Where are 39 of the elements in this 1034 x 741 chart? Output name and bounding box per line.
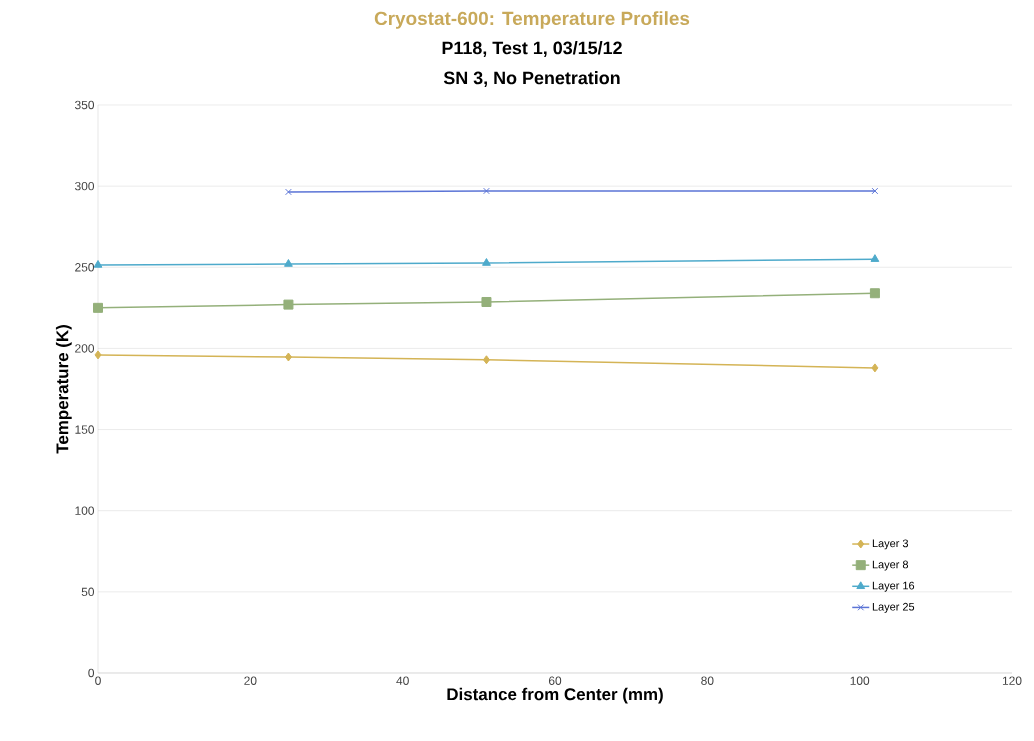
point [871, 363, 879, 373]
point [482, 355, 490, 365]
point [284, 352, 292, 362]
x-tick-label: 80 [701, 676, 714, 685]
legend-label: Layer 8 [872, 560, 909, 571]
point [869, 288, 880, 299]
x-tick-label: 0 [95, 676, 101, 685]
x-tick-label: 120 [1002, 676, 1022, 685]
point [482, 258, 491, 266]
point [284, 259, 293, 267]
point [870, 254, 880, 262]
point [871, 187, 879, 195]
text: SN 3, No Penetration [443, 71, 620, 87]
legend-label: Layer 25 [872, 602, 915, 613]
y-tick-label: 100 [75, 506, 95, 515]
point [94, 350, 102, 360]
y-tick-label: 50 [81, 587, 95, 597]
y-tick-label: 0 [88, 668, 95, 678]
point [93, 260, 103, 268]
x-tick-label: 100 [850, 676, 870, 685]
x-tick-label: 60 [548, 676, 562, 685]
text: P118, Test 1, 03/15/12 [442, 41, 622, 57]
legend-label: Layer 3 [872, 539, 909, 550]
y-axis-title: Temperature (K) [55, 325, 72, 454]
chart-title: Cryostat-600: Temperature Profiles [374, 11, 690, 29]
y-tick-label: 250 [75, 263, 95, 272]
y-tick-label: 300 [74, 181, 95, 191]
y-tick-label: 200 [75, 344, 95, 353]
y-tick-label: 350 [74, 100, 95, 110]
point [285, 188, 292, 196]
legend-label: Layer 16 [872, 581, 915, 592]
x-tick-label: 20 [244, 676, 257, 685]
y-tick-label: 150 [75, 425, 95, 434]
point [93, 302, 104, 313]
x-axis-title: Distance from Center (mm) [447, 687, 663, 704]
point [283, 299, 294, 310]
x-tick-label: 40 [396, 676, 409, 685]
point [481, 297, 492, 307]
point [483, 187, 490, 195]
